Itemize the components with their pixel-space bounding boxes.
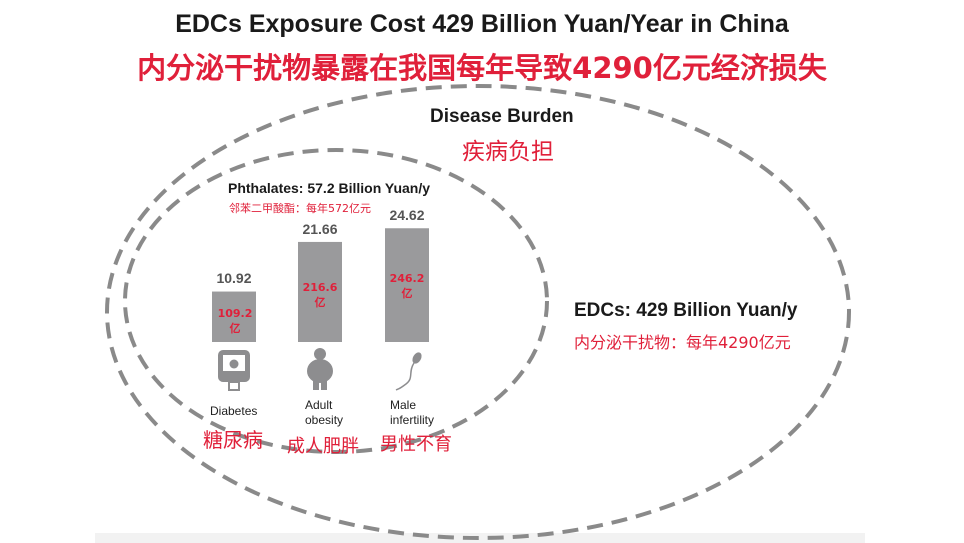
bar-adult-obesity bbox=[298, 241, 342, 342]
sperm-icon bbox=[395, 352, 422, 391]
category-label: Adult obesity bbox=[305, 398, 344, 427]
phthalates-inner-ellipse bbox=[123, 148, 549, 454]
category-label: Male infertility bbox=[390, 398, 435, 427]
page-title: EDCs Exposure Cost 429 Billion Yuan/Year… bbox=[175, 10, 789, 38]
obese-person-icon bbox=[307, 348, 333, 390]
bar-value-label: 24.62 bbox=[389, 207, 425, 223]
page-subtitle-cn: 内分泌干扰物暴露在我国每年导致4290亿元经济损失 bbox=[137, 51, 827, 85]
category-label: Diabetes bbox=[210, 404, 258, 418]
category-label-cn: 成人肥胖 bbox=[287, 436, 359, 457]
glucose-meter-icon bbox=[218, 350, 250, 391]
disease-burden-label-cn: 疾病负担 bbox=[462, 139, 554, 165]
slide-floor bbox=[95, 533, 865, 543]
disease-burden-label: Disease Burden bbox=[430, 106, 574, 127]
edcs-label: EDCs: 429 Billion Yuan/y bbox=[574, 300, 798, 321]
bar-inner-label: 246.2亿 bbox=[389, 272, 425, 300]
category-label-cn: 男性不育 bbox=[380, 434, 452, 455]
category-label-cn: 糖尿病 bbox=[203, 428, 263, 452]
chart-subtitle-cn: 邻苯二甲酸酯：每年572亿元 bbox=[229, 202, 371, 215]
bar-inner-label: 216.6亿 bbox=[302, 281, 338, 309]
bar-value-label: 10.92 bbox=[216, 270, 252, 286]
bar-diabetes bbox=[212, 291, 256, 342]
bar-value-label: 21.66 bbox=[302, 221, 338, 237]
bar-inner-label: 109.2亿 bbox=[217, 307, 253, 335]
edcs-outer-ellipse bbox=[105, 84, 851, 540]
bar-male-infertility bbox=[385, 228, 429, 342]
chart-title: Phthalates: 57.2 Billion Yuan/y bbox=[228, 180, 431, 196]
edcs-label-cn: 内分泌干扰物：每年4290亿元 bbox=[574, 333, 791, 352]
